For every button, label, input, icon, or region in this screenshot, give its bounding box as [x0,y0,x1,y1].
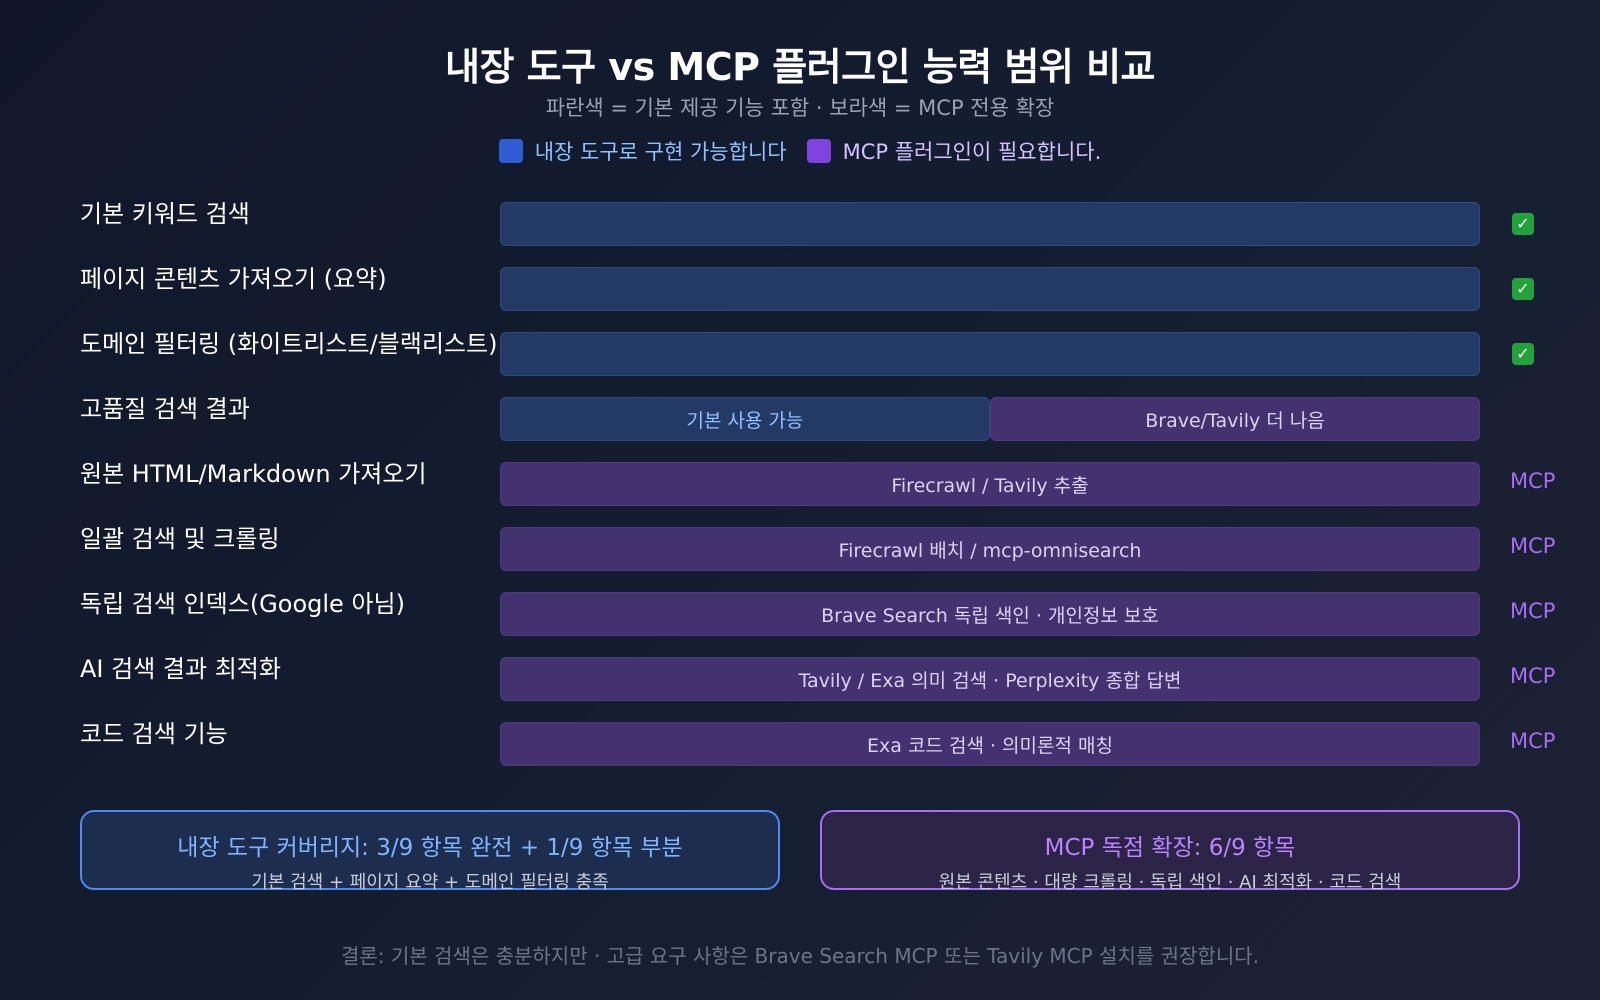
summary-builtin-title: 내장 도구 커버리지: 3/9 항목 완전 + 1/9 항목 부분 [177,835,683,861]
check-icon: ✓ [1512,278,1534,300]
capability-bar: Tavily / Exa 의미 검색 · Perplexity 종합 답변 [500,657,1480,701]
mcp-marker: MCP [1510,534,1556,558]
capability-bar: Exa 코드 검색 · 의미론적 매칭 [500,722,1480,766]
conclusion-text: 결론: 기본 검색은 충분하지만 · 고급 요구 사항은 Brave Searc… [341,944,1259,968]
legend-label-builtin: 내장 도구로 구현 가능합니다 [534,140,787,164]
summary-mcp-card: MCP 독점 확장: 6/9 항목 원본 콘텐츠 · 대량 크롤링 · 독립 색… [820,810,1520,893]
summary-builtin-card: 내장 도구 커버리지: 3/9 항목 완전 + 1/9 항목 부분 기본 검색 … [80,810,780,893]
capability-bar [500,332,1480,376]
check-icon: ✓ [1512,343,1534,365]
comparison-row: 코드 검색 기능 Exa 코드 검색 · 의미론적 매칭 MCP [0,720,1600,766]
row-label: 도메인 필터링 (화이트리스트/블랙리스트) [80,330,498,358]
mcp-marker: MCP [1510,729,1556,753]
capability-bar [500,202,1480,246]
comparison-row: 일괄 검색 및 크롤링 Firecrawl 배치 / mcp-omnisearch… [0,525,1600,571]
capability-bar: Brave Search 독립 색인 · 개인정보 보호 [500,592,1480,636]
mcp-segment: Firecrawl 배치 / mcp-omnisearch [500,527,1480,571]
comparison-row: 도메인 필터링 (화이트리스트/블랙리스트) ✓ [0,330,1600,376]
row-label: 기본 키워드 검색 [80,200,250,228]
mcp-segment: Brave/Tavily 더 나음 [990,397,1480,441]
capability-bar: Firecrawl / Tavily 추출 [500,462,1480,506]
mcp-segment: Brave Search 독립 색인 · 개인정보 보호 [500,592,1480,636]
legend: 내장 도구로 구현 가능합니다 MCP 플러그인이 필요합니다. [0,136,1600,166]
comparison-row: 독립 검색 인덱스(Google 아님) Brave Search 독립 색인 ·… [0,590,1600,636]
capability-bar [500,267,1480,311]
builtin-segment [500,267,1480,311]
comparison-row: AI 검색 결과 최적화 Tavily / Exa 의미 검색 · Perplex… [0,655,1600,701]
comparison-row: 페이지 콘텐츠 가져오기 (요약) ✓ [0,265,1600,311]
row-label: 독립 검색 인덱스(Google 아님) [80,590,405,618]
comparison-row: 원본 HTML/Markdown 가져오기 Firecrawl / Tavily … [0,460,1600,506]
legend-swatch-mcp [806,139,831,163]
legend-item-builtin: 내장 도구로 구현 가능합니다 [498,136,787,166]
capability-bar: Firecrawl 배치 / mcp-omnisearch [500,527,1480,571]
summary-builtin-desc: 기본 검색 + 페이지 요약 + 도메인 필터링 충족 [251,872,609,893]
builtin-segment [500,332,1480,376]
row-label: 일괄 검색 및 크롤링 [80,525,280,553]
summary-mcp-desc: 원본 콘텐츠 · 대량 크롤링 · 독립 색인 · AI 최적화 · 코드 검색 [938,872,1402,893]
check-icon: ✓ [1512,213,1534,235]
row-label: 페이지 콘텐츠 가져오기 (요약) [80,265,387,293]
mcp-segment: Tavily / Exa 의미 검색 · Perplexity 종합 답변 [500,657,1480,701]
mcp-marker: MCP [1510,469,1556,493]
legend-label-mcp: MCP 플러그인이 필요합니다. [842,140,1102,164]
comparison-row: 기본 키워드 검색 ✓ [0,200,1600,246]
comparison-row: 고품질 검색 결과 기본 사용 가능 Brave/Tavily 더 나음 [0,395,1600,441]
mcp-segment: Firecrawl / Tavily 추출 [500,462,1480,506]
mcp-marker: MCP [1510,664,1556,688]
legend-swatch-builtin [498,139,523,163]
legend-item-mcp: MCP 플러그인이 필요합니다. [806,136,1102,166]
capability-bar: 기본 사용 가능 Brave/Tavily 더 나음 [500,397,1480,441]
row-label: 원본 HTML/Markdown 가져오기 [80,460,427,488]
row-label: 고품질 검색 결과 [80,395,250,423]
mcp-marker: MCP [1510,599,1556,623]
page-subtitle: 파란색 = 기본 제공 기능 포함 · 보라색 = MCP 전용 확장 [545,96,1055,120]
page-title: 내장 도구 vs MCP 플러그인 능력 범위 비교 [445,45,1156,89]
summary-mcp-title: MCP 독점 확장: 6/9 항목 [1044,835,1296,861]
builtin-segment [500,202,1480,246]
row-label: 코드 검색 기능 [80,720,228,748]
row-label: AI 검색 결과 최적화 [80,655,281,683]
mcp-segment: Exa 코드 검색 · 의미론적 매칭 [500,722,1480,766]
builtin-segment: 기본 사용 가능 [500,397,990,441]
